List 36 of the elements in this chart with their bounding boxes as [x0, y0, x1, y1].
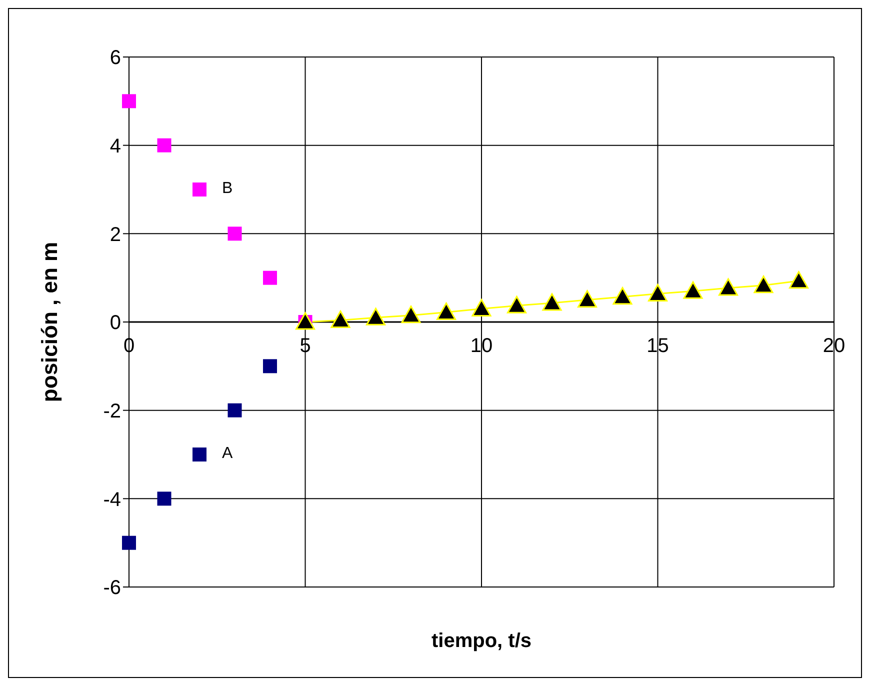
- point: [612, 287, 632, 305]
- point: [122, 536, 136, 550]
- y-tick-label: -2: [103, 400, 121, 422]
- point: [507, 296, 526, 314]
- point: [157, 492, 172, 506]
- point: [789, 271, 808, 289]
- point: [263, 359, 277, 374]
- x-axis-title: tiempo, t/s: [431, 630, 532, 652]
- point: [228, 403, 242, 418]
- point: [157, 138, 172, 152]
- point: [263, 270, 277, 285]
- point: [296, 312, 315, 330]
- y-tick-label: 0: [110, 312, 121, 334]
- point: [330, 310, 350, 328]
- point: [542, 293, 562, 311]
- point: [192, 182, 206, 196]
- series-label: B: [222, 180, 233, 197]
- point: [228, 226, 242, 241]
- y-tick-label: 2: [110, 224, 121, 246]
- y-axis-title: posición , en m: [36, 242, 62, 402]
- y-tick-label: 6: [110, 47, 121, 70]
- point: [436, 302, 456, 320]
- y-tick-label: -4: [103, 488, 121, 511]
- point: [648, 284, 668, 302]
- point: [192, 448, 206, 462]
- series-label: A: [222, 444, 234, 462]
- point: [122, 94, 136, 108]
- y-tick-label: -6: [103, 577, 121, 600]
- point: [472, 299, 492, 316]
- point: [718, 278, 738, 296]
- point: [683, 281, 703, 299]
- point: [366, 308, 386, 326]
- point: [578, 290, 597, 308]
- point: [401, 306, 421, 324]
- y-tick-label: 4: [110, 135, 121, 158]
- point: [754, 276, 774, 294]
